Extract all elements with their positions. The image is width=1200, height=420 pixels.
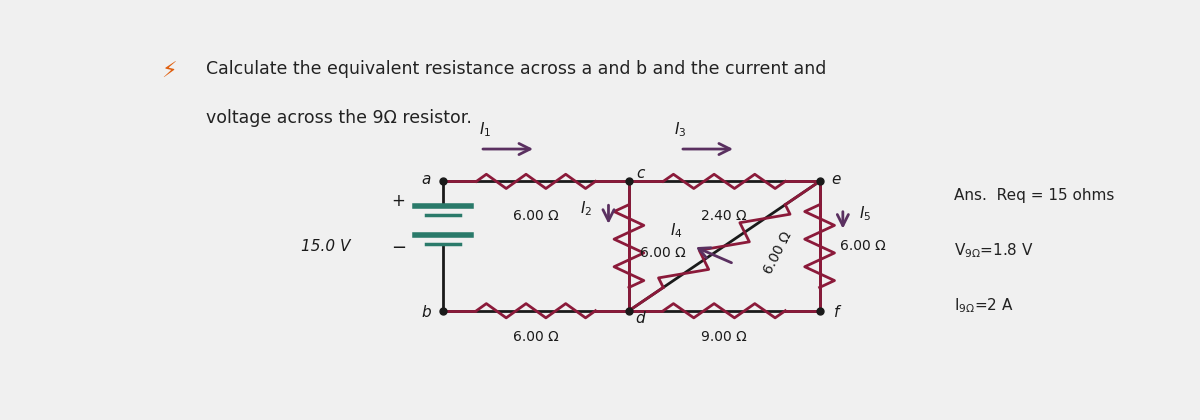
Text: Calculate the equivalent resistance across a and b and the current and: Calculate the equivalent resistance acro… — [206, 60, 826, 78]
Text: $I_4$: $I_4$ — [671, 221, 683, 239]
Text: 6.00 Ω: 6.00 Ω — [762, 229, 794, 276]
Text: voltage across the 9Ω resistor.: voltage across the 9Ω resistor. — [206, 109, 472, 126]
Text: f: f — [834, 305, 839, 320]
Text: 6.00 Ω: 6.00 Ω — [840, 239, 886, 253]
Text: −: − — [391, 239, 406, 257]
Text: 6.00 Ω: 6.00 Ω — [514, 330, 559, 344]
Text: e: e — [832, 172, 841, 187]
Text: +: + — [391, 192, 406, 210]
Text: Ans.  Req = 15 ohms: Ans. Req = 15 ohms — [954, 189, 1115, 203]
Text: b: b — [421, 305, 431, 320]
Text: I$_{9\Omega}$=2 A: I$_{9\Omega}$=2 A — [954, 297, 1014, 315]
Text: c: c — [636, 166, 644, 181]
Text: $I_2$: $I_2$ — [580, 200, 592, 218]
Text: 6.00 Ω: 6.00 Ω — [514, 209, 559, 223]
Text: $I_1$: $I_1$ — [479, 121, 491, 139]
Text: $I_5$: $I_5$ — [859, 205, 871, 223]
Text: $I_3$: $I_3$ — [674, 121, 686, 139]
Text: V$_{9\Omega}$=1.8 V: V$_{9\Omega}$=1.8 V — [954, 241, 1034, 260]
Text: 15.0 V: 15.0 V — [300, 239, 350, 254]
Text: a: a — [421, 172, 431, 187]
Text: d: d — [635, 311, 644, 326]
Text: ⚡: ⚡ — [161, 62, 176, 82]
Text: 2.40 Ω: 2.40 Ω — [702, 209, 748, 223]
Text: 9.00 Ω: 9.00 Ω — [701, 330, 748, 344]
Text: 6.00 Ω: 6.00 Ω — [640, 246, 686, 260]
